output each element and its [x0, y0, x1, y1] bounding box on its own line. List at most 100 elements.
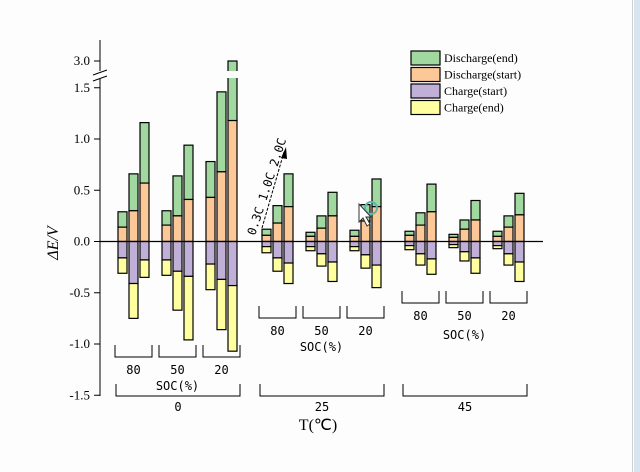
soc-bracket: [401, 291, 440, 304]
soc-label: 20: [501, 309, 515, 323]
axis-break-mark: [92, 69, 108, 76]
bar-discharge-start: [172, 215, 183, 243]
soc-label: 20: [358, 324, 372, 338]
bar-discharge-start: [492, 235, 503, 243]
soc-label: 50: [314, 324, 328, 338]
temperature-label: 25: [315, 400, 329, 414]
bar-charge-end: [261, 246, 272, 254]
legend-swatch: [410, 50, 441, 66]
bar-discharge-start: [415, 224, 426, 243]
bar-charge-end: [272, 257, 283, 272]
bar-discharge-end: [349, 229, 360, 237]
bar-charge-start: [227, 240, 238, 287]
legend-label: Charge(start): [444, 84, 507, 98]
bar-discharge-end: [117, 211, 128, 228]
bar-discharge-end: [459, 219, 470, 230]
soc-bracket: [489, 291, 528, 304]
bar-charge-end: [426, 258, 437, 275]
bar-discharge-start: [161, 224, 172, 243]
soc-label: 50: [170, 363, 184, 377]
bar-charge-end: [161, 259, 172, 276]
bar-discharge-end: [503, 215, 514, 228]
soc-bracket: [158, 345, 197, 358]
bar-discharge-end: [415, 212, 426, 226]
bar-discharge-end: [514, 192, 525, 216]
bar-discharge-start: [349, 235, 360, 243]
bar-charge-end: [415, 253, 426, 266]
bar-charge-start: [360, 240, 371, 256]
busy-ring-icon: [364, 201, 378, 215]
y-axis-title: ΔE/V: [45, 224, 62, 261]
bar-discharge-end: [227, 60, 238, 122]
bar-discharge-start: [503, 226, 514, 243]
bar-discharge-end: [327, 191, 338, 217]
bar-charge-end: [514, 261, 525, 283]
y-tick-label: 0.5: [74, 182, 90, 197]
bar-charge-start: [492, 240, 503, 247]
bar-charge-end: [448, 243, 459, 249]
soc-bracket: [346, 306, 385, 319]
bar-charge-start: [183, 240, 194, 277]
bar-discharge-end: [272, 205, 283, 224]
annotation-arrow-line: [261, 151, 285, 229]
y-tick-label: 0.0: [74, 234, 90, 249]
bar-discharge-end: [305, 231, 316, 237]
bar-discharge-end: [492, 230, 503, 237]
soc-label: 80: [126, 363, 140, 377]
bar-discharge-start: [404, 234, 415, 243]
bar-charge-end: [227, 284, 238, 352]
bar-discharge-end: [216, 91, 227, 173]
temperature-bracket: [259, 384, 385, 397]
bar-discharge-start: [470, 219, 481, 243]
bar-charge-start: [283, 240, 294, 264]
soc-label: 80: [413, 309, 427, 323]
bar-charge-end: [216, 278, 227, 331]
bar-charge-end: [371, 264, 382, 289]
bar-discharge-start: [459, 228, 470, 243]
bar-charge-start: [161, 240, 172, 261]
bar-charge-end: [316, 253, 327, 267]
bar-discharge-end: [283, 173, 294, 208]
soc-bracket: [202, 345, 241, 358]
bar-charge-start: [261, 240, 272, 248]
window-border: [632, 0, 633, 472]
bar-charge-start: [349, 240, 360, 248]
bar-charge-end: [503, 253, 514, 266]
bar-discharge-start: [261, 234, 272, 243]
bar-charge-start: [503, 240, 514, 255]
bar-charge-end: [327, 261, 338, 283]
bar-charge-start: [415, 240, 426, 255]
soc-label: 50: [457, 309, 471, 323]
bar-charge-end: [139, 259, 150, 278]
soc-bracket: [258, 306, 297, 319]
bar-charge-start: [316, 240, 327, 255]
bar-charge-end: [283, 262, 294, 285]
bar-discharge-end: [404, 230, 415, 236]
bar-charge-start: [205, 240, 216, 265]
bar-discharge-start: [216, 171, 227, 243]
temperature-bracket: [115, 384, 241, 397]
window-edge: [634, 0, 640, 472]
x-axis-title: T(℃): [299, 417, 337, 434]
bar-charge-start: [371, 240, 382, 266]
bar-discharge-start: [227, 119, 238, 243]
bar-discharge-start: [117, 226, 128, 243]
bar-discharge-end: [426, 183, 437, 213]
bar-discharge-start: [205, 196, 216, 243]
bar-charge-start: [426, 240, 437, 260]
legend-label: Discharge(end): [444, 51, 518, 65]
bar-charge-end: [492, 245, 503, 250]
bar-discharge-start: [514, 214, 525, 243]
bar-charge-end: [360, 254, 371, 269]
bar-discharge-end: [128, 173, 139, 212]
soc-bracket: [445, 291, 484, 304]
legend-swatch: [410, 99, 441, 116]
bar-charge-end: [305, 246, 316, 252]
bar-discharge-start: [448, 236, 459, 243]
legend-swatch: [410, 83, 441, 99]
mouse-cursor-icon: [358, 201, 378, 227]
bar-charge-start: [128, 240, 139, 285]
temperature-label: 45: [458, 400, 472, 414]
legend-swatch: [410, 66, 441, 83]
